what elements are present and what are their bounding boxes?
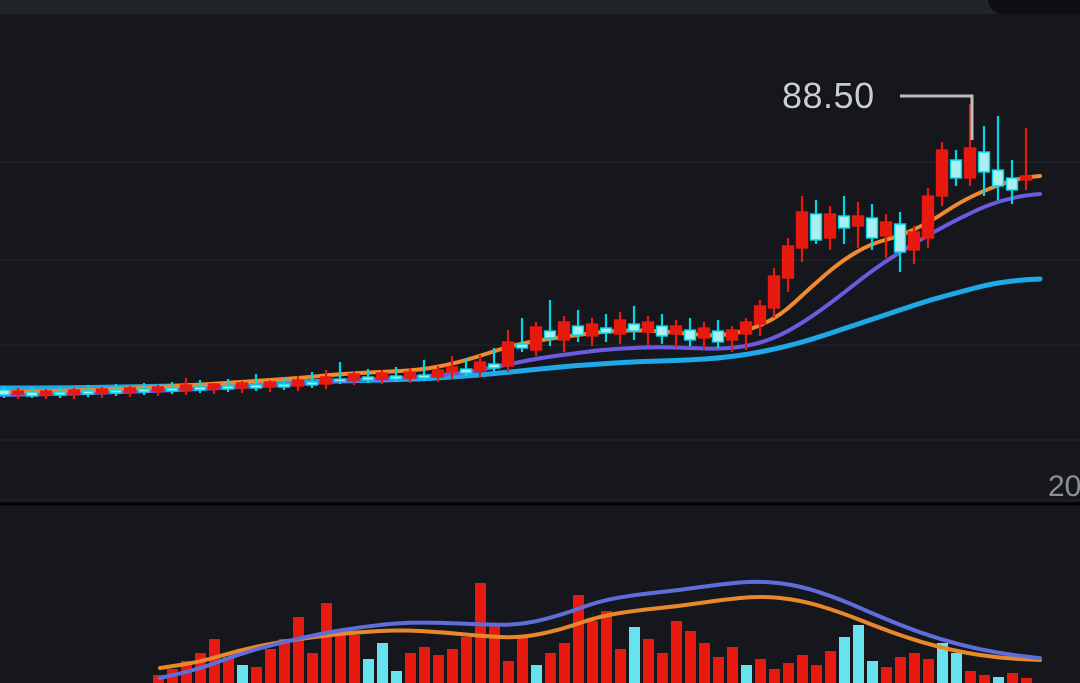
- volume-bars: [153, 583, 1032, 683]
- chart-canvas[interactable]: [0, 14, 1080, 683]
- window-title-bar: [0, 0, 1080, 14]
- volume-moving-averages: [158, 579, 1042, 680]
- price-moving-averages: [0, 174, 1043, 397]
- x-axis-year-label: 20: [1048, 470, 1080, 503]
- title-bar-corner-cap: [988, 0, 1080, 14]
- price-callout-label: 88.50: [782, 75, 875, 116]
- callout-leader-line: [900, 94, 974, 140]
- candlesticks: [0, 104, 1033, 399]
- chart-surface[interactable]: 88.50 20: [0, 14, 1080, 683]
